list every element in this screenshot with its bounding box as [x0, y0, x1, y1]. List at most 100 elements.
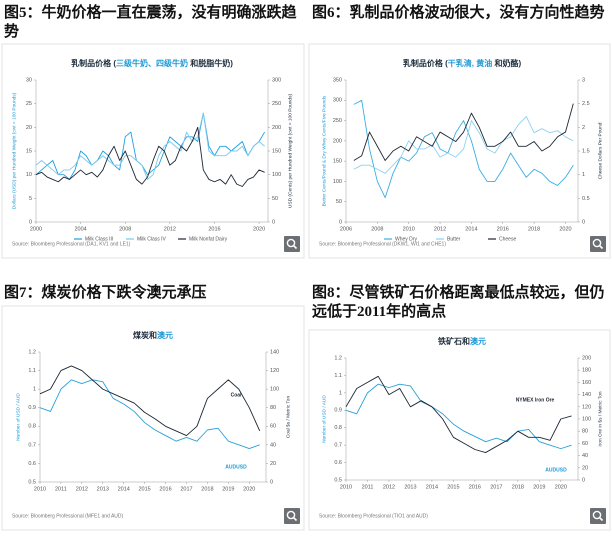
x-tick-label: 2016 — [159, 486, 171, 492]
x-tick-label: 2019 — [533, 484, 545, 490]
heading: 图5：牛奶价格一直在震荡，没有明确涨跌趋势 — [4, 5, 297, 40]
x-tick-label: 2004 — [74, 226, 86, 232]
chart-title: 铁矿石和澳元 — [438, 336, 486, 346]
y-tick-label: 5 — [29, 196, 32, 202]
zoom-handle — [293, 517, 298, 522]
zoom-bg — [284, 236, 300, 252]
y2-axis-label: Coal $s / Metric Ton — [285, 396, 291, 439]
source: Source: Bloomberg Professional (DA1, KV1… — [12, 241, 131, 247]
y-tick-label: 20 — [26, 125, 32, 131]
x-tick-label: 2013 — [97, 486, 109, 492]
x-tick-label: 2011 — [362, 484, 374, 490]
chart-title: 乳制品价格 (三级牛奶、四级牛奶 和脱脂牛奶) — [71, 58, 233, 68]
zoom-handle — [599, 245, 604, 250]
y2-axis-label: Cheese Dollars Per Pound — [597, 122, 603, 179]
x-tick-label: 2000 — [30, 226, 42, 232]
annotation: AUDUSD — [545, 467, 567, 473]
chart-panel — [1, 43, 305, 259]
zoom-glass — [592, 238, 602, 248]
title-part: 三级牛奶、四级牛奶 — [116, 58, 188, 68]
y2-tick-label: 40 — [582, 453, 588, 459]
source: Source: Bloomberg Professional (DKW1, WI… — [319, 241, 446, 247]
y2-tick-label: 60 — [582, 441, 588, 447]
x-tick-label: 2013 — [404, 484, 416, 490]
chart-panel — [308, 329, 611, 531]
annotation: Coal — [231, 392, 242, 398]
y2-tick-label: 50 — [272, 196, 278, 202]
heading: 图7：煤炭价格下跌令澳元承压 — [4, 285, 207, 301]
y-axis-label: Number of USD / AUD — [321, 395, 327, 443]
y-tick-label: 0.8 — [334, 425, 342, 431]
x-tick-label: 2014 — [426, 484, 438, 490]
zoom-button[interactable] — [284, 508, 300, 524]
source: Source: Bloomberg Professional (MFE1 and… — [12, 513, 123, 519]
y2-tick-label: 0 — [582, 477, 585, 483]
series-line — [39, 365, 261, 437]
y2-tick-label: 200 — [582, 355, 591, 361]
y2-tick-label: 20 — [270, 461, 276, 467]
title-part: 煤炭和 — [133, 330, 157, 340]
y2-tick-label: 100 — [582, 416, 591, 422]
y2-tick-label: 120 — [582, 404, 591, 410]
x-tick-label: 2016 — [208, 226, 220, 232]
x-tick-label: 2018 — [201, 486, 213, 492]
chart-title: 煤炭和澳元 — [133, 330, 173, 340]
title-part: 澳元 — [157, 330, 173, 340]
x-tick-label: 2020 — [243, 486, 255, 492]
zoom-glass — [286, 510, 296, 520]
y2-axis-label: Iron Ore in $s / Metric Ton — [597, 391, 603, 446]
y2-tick-label: 0 — [270, 479, 273, 485]
y-tick-label: 30 — [26, 77, 32, 83]
zoom-button[interactable] — [590, 236, 606, 252]
y2-tick-label: 200 — [272, 125, 281, 131]
y-tick-label: 1 — [339, 390, 342, 396]
y-tick-label: 0 — [339, 219, 342, 225]
zoom-glass — [592, 510, 602, 520]
x-tick-label: 2010 — [34, 486, 46, 492]
zoom-handle — [293, 245, 298, 250]
annotation: NYMEX Iron Ore — [516, 397, 555, 403]
y2-tick-label: 0 — [582, 219, 585, 225]
x-tick-label: 2008 — [371, 226, 383, 232]
y2-tick-label: 40 — [270, 442, 276, 448]
y2-tick-label: 3 — [582, 77, 585, 83]
series-line — [35, 112, 265, 180]
zoom-button[interactable] — [590, 508, 606, 524]
y-tick-label: 1.1 — [334, 373, 342, 379]
x-tick-label: 2020 — [253, 226, 265, 232]
y-tick-label: 0.7 — [28, 442, 36, 448]
y2-axis-label: USD (Cents) per Hundred Weight (cwt = 10… — [287, 94, 293, 209]
zoom-bg — [590, 508, 606, 524]
y-tick-label: 0.8 — [28, 424, 36, 430]
x-tick-label: 2017 — [180, 486, 192, 492]
x-tick-label: 2015 — [139, 486, 151, 492]
legend-label: Butter — [447, 236, 461, 242]
series-line — [35, 126, 265, 187]
y-tick-label: 250 — [333, 118, 342, 124]
chart-panel — [308, 43, 611, 259]
y-tick-label: 0.7 — [334, 443, 342, 449]
title-part: 干乳清, 黄油 — [448, 58, 492, 68]
y2-tick-label: 0 — [272, 219, 275, 225]
title-part: 乳制品价格 ( — [71, 58, 116, 68]
y-tick-label: 300 — [333, 98, 342, 104]
y2-tick-label: 300 — [272, 77, 281, 83]
y-tick-label: 0 — [29, 219, 32, 225]
zoom-button[interactable] — [284, 236, 300, 252]
y-tick-label: 350 — [333, 77, 342, 83]
series-line — [345, 375, 572, 453]
y2-tick-label: 80 — [270, 405, 276, 411]
x-tick-label: 2012 — [164, 226, 176, 232]
y-tick-label: 100 — [333, 179, 342, 185]
y-axis-label: Number of USD / AUD — [15, 393, 21, 441]
title-part: 铁矿石和 — [438, 336, 470, 346]
legend-label: Whey Dry — [395, 236, 417, 242]
y-tick-label: 0.6 — [28, 461, 36, 467]
y2-tick-label: 1.5 — [582, 148, 590, 154]
y-tick-label: 50 — [336, 199, 342, 205]
x-tick-label: 2018 — [512, 484, 524, 490]
y2-tick-label: 140 — [270, 349, 279, 355]
legend-label: Milk Class IV — [137, 236, 167, 242]
